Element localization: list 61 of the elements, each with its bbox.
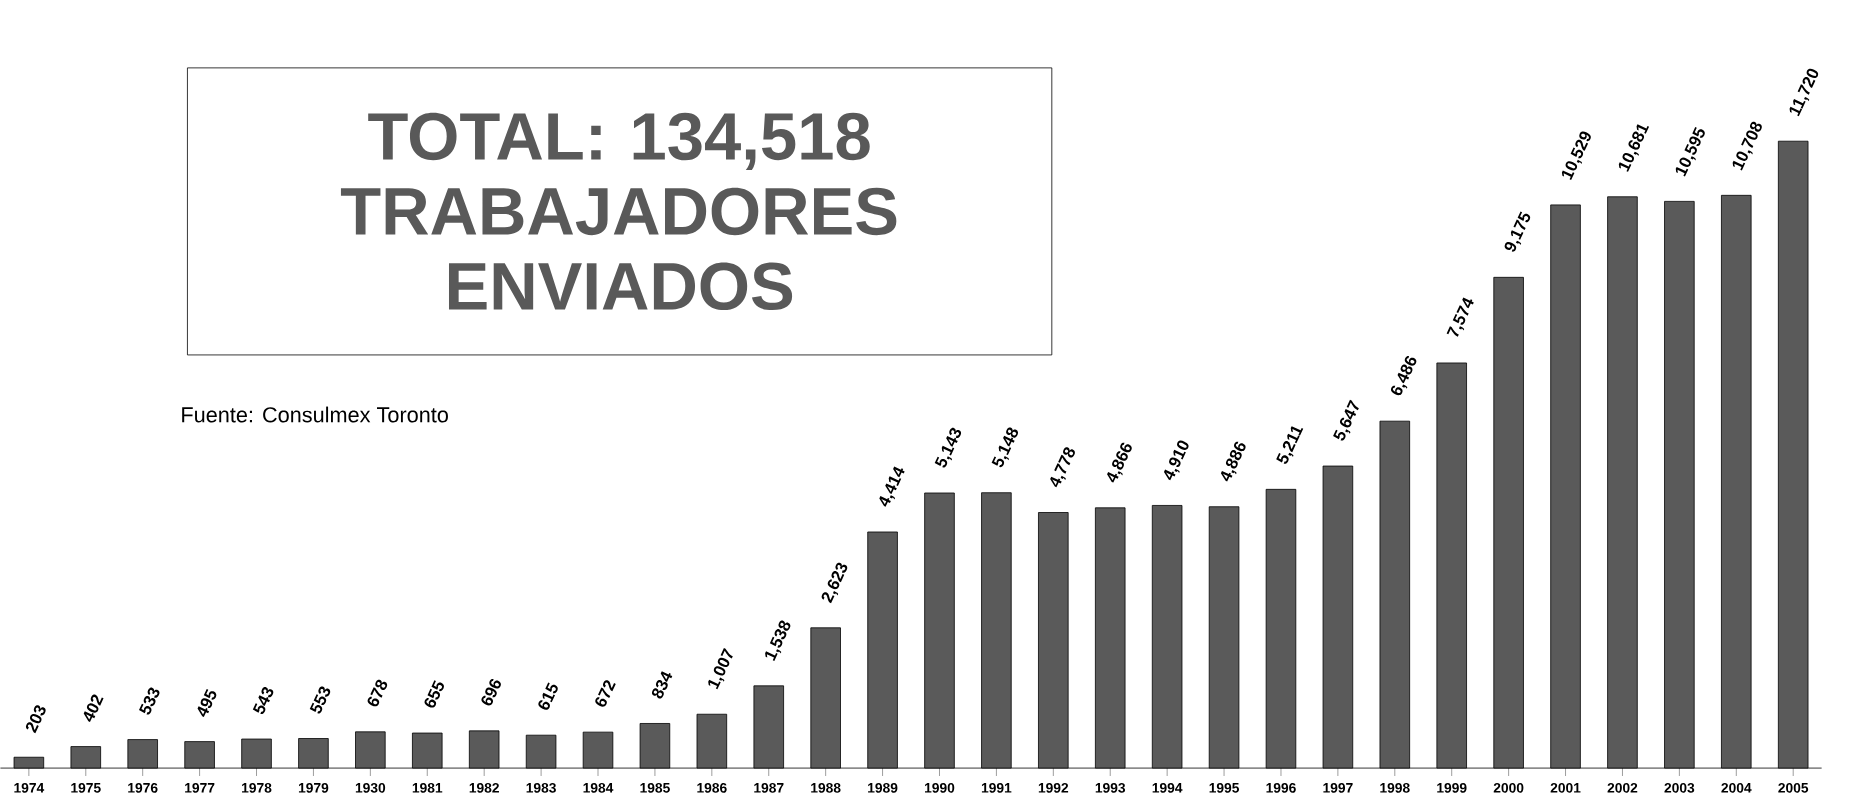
data-label: 672 <box>595 680 616 707</box>
data-label: 615 <box>538 682 558 710</box>
x-tick-label: 1992 <box>1038 783 1069 793</box>
x-tick-label: 1982 <box>469 783 499 793</box>
x-tick-label: 2005 <box>1778 783 1809 793</box>
data-label: 553 <box>309 686 331 714</box>
x-tick-label: 1986 <box>697 783 727 793</box>
x-tick-label: 1995 <box>1209 783 1240 793</box>
data-label: 834 <box>651 671 673 699</box>
x-tick-label: 1976 <box>128 783 158 793</box>
x-tick-label: 1997 <box>1323 783 1353 793</box>
x-tick-label: 1998 <box>1380 783 1410 793</box>
data-label: 4,778 <box>1050 447 1075 488</box>
data-label: 402 <box>83 694 104 723</box>
x-tick-label: 1974 <box>14 783 45 793</box>
data-label: 696 <box>481 679 501 706</box>
x-tick-label: 1984 <box>583 783 614 793</box>
data-label: 4,886 <box>1220 441 1246 482</box>
data-label: 7,574 <box>1446 297 1474 337</box>
x-tick-label: 1988 <box>811 783 841 793</box>
x-tick-label: 1977 <box>185 783 215 793</box>
data-label: 1,538 <box>765 620 791 661</box>
x-tick-label: 1981 <box>412 783 443 793</box>
x-tick-label: 2004 <box>1721 783 1752 793</box>
data-label: 543 <box>252 687 274 715</box>
annotation: Fuente: Consulmex Toronto <box>182 406 448 423</box>
x-tick-label: 1975 <box>71 783 101 793</box>
data-label: 5,143 <box>934 427 962 468</box>
data-label: 495 <box>197 689 217 718</box>
x-tick-label: 1983 <box>526 783 556 793</box>
x-tick-label: 1990 <box>925 783 955 793</box>
x-tick-label: 1979 <box>298 783 329 793</box>
x-tick-label: 1994 <box>1152 783 1183 793</box>
data-label: 5,211 <box>1276 426 1304 464</box>
data-label: 9,175 <box>1504 211 1531 252</box>
x-tick-label: 1930 <box>355 783 386 793</box>
data-label: 4,414 <box>879 466 905 507</box>
x-tick-label: 1985 <box>640 783 670 793</box>
data-label: 4,866 <box>1107 442 1132 483</box>
data-label: 4,910 <box>1163 440 1189 481</box>
x-tick-label: 1999 <box>1437 783 1467 793</box>
x-tick-label: 2001 <box>1550 783 1581 793</box>
x-tick-label: 1978 <box>242 783 272 793</box>
x-tick-label: 1993 <box>1095 783 1126 793</box>
x-tick-label: 1991 <box>981 783 1012 793</box>
x-tick-label: 2000 <box>1493 783 1524 793</box>
x-tick-label: 2003 <box>1664 783 1695 793</box>
data-label: 5,148 <box>991 427 1019 468</box>
text: TOTAL: 134,518 TRABAJADORES ENVIADOS <box>340 112 897 311</box>
x-tick-label: 1996 <box>1266 783 1296 793</box>
data-label: 6,486 <box>1390 356 1417 396</box>
data-label: 533 <box>138 687 160 715</box>
data-label: 203 <box>25 705 46 734</box>
data-label: 678 <box>367 679 388 707</box>
x-tick-label: 1989 <box>868 783 898 793</box>
data-label: 5,647 <box>1333 399 1359 441</box>
data-label: 2,623 <box>821 562 848 604</box>
data-label: 1,007 <box>708 648 733 690</box>
x-tick-label: 2002 <box>1607 783 1638 793</box>
x-tick-label: 1987 <box>754 783 784 793</box>
data-label: 655 <box>424 680 444 708</box>
